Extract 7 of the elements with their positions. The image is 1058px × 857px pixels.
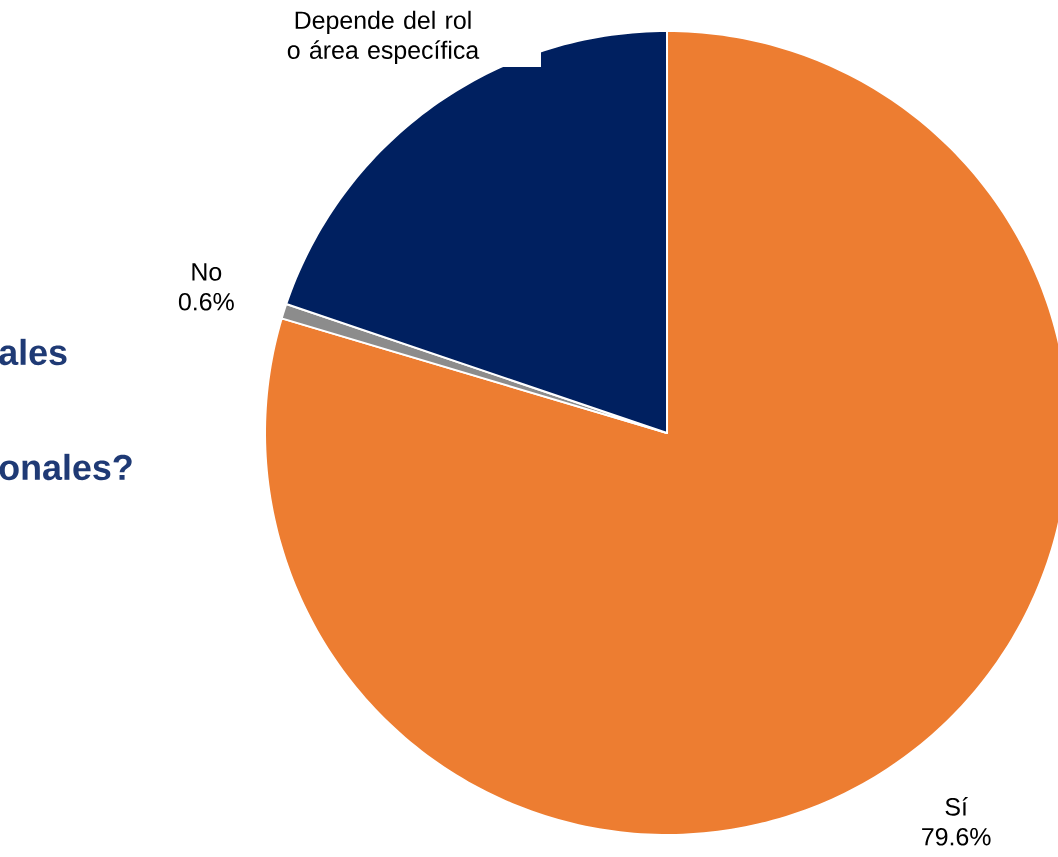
text: ales [0,338,67,366]
slice-label: Depende del rol o área específica [287,10,480,64]
slice-label: No [192,263,222,281]
data-label: 79.6% [922,827,991,846]
slice-label: Sí [945,797,968,816]
text: onales? [0,453,132,481]
data-label: 0.6% [178,292,234,311]
